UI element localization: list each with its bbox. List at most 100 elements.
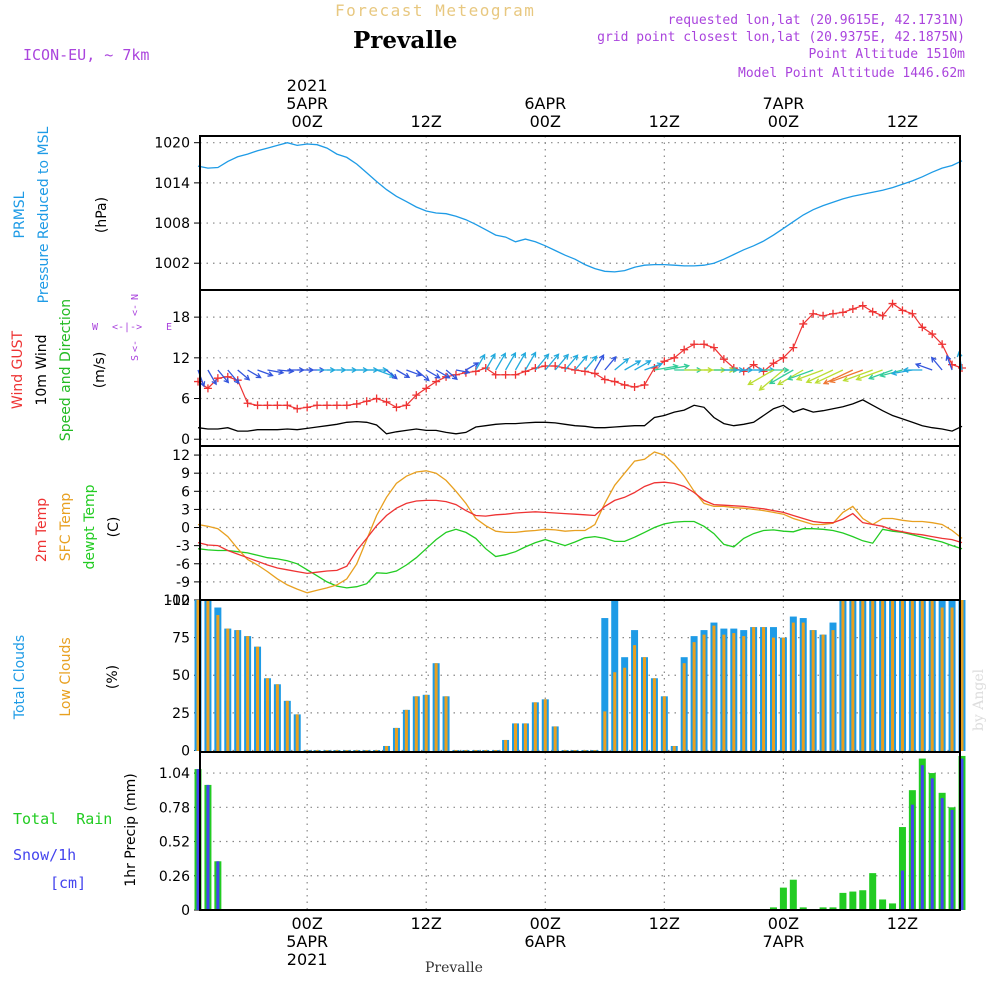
precip-ytick-label: 0.52 bbox=[159, 835, 190, 851]
low-cloud-bar bbox=[762, 627, 766, 751]
low-cloud-bar bbox=[365, 749, 369, 751]
bottom-axis-label: 00Z bbox=[530, 914, 561, 933]
clouds-unit: (%) bbox=[105, 665, 121, 689]
gust-marker bbox=[521, 367, 530, 376]
low-cloud-bar bbox=[851, 600, 855, 751]
dewpoint-line bbox=[197, 520, 963, 589]
gust-marker bbox=[670, 353, 679, 362]
rain-bar bbox=[829, 907, 837, 910]
low-cloud-bar bbox=[702, 634, 706, 751]
low-cloud-bar bbox=[573, 749, 577, 751]
bottom-axis-label: 12Z bbox=[411, 914, 442, 933]
rain-bar bbox=[898, 827, 906, 910]
compass-arrow-up: <- bbox=[130, 304, 141, 316]
gust-marker bbox=[640, 380, 649, 389]
temp-ytick-label: -3 bbox=[176, 539, 190, 555]
precip-ytick-label: 0.26 bbox=[159, 869, 190, 885]
gust-marker bbox=[481, 364, 490, 372]
low-cloud-bar bbox=[940, 607, 944, 751]
compass-rose: N <- W <-|-> E <- S bbox=[92, 294, 172, 361]
low-cloud-bar bbox=[444, 696, 448, 751]
gust-line bbox=[197, 302, 963, 410]
gust-marker bbox=[263, 401, 272, 410]
low-cloud-bar bbox=[613, 672, 617, 751]
wind-arrow bbox=[768, 369, 794, 385]
wind-arrow bbox=[425, 369, 441, 379]
low-cloud-bar bbox=[196, 600, 200, 751]
top-axis-label: 5APR bbox=[286, 94, 328, 113]
low-cloud-bar bbox=[752, 627, 756, 751]
low-cloud-bar bbox=[960, 600, 964, 751]
gust-marker bbox=[432, 377, 441, 386]
gust-marker bbox=[422, 384, 431, 393]
low-cloud-bar bbox=[355, 749, 359, 751]
snow-bar bbox=[960, 758, 964, 910]
low-cloud-bar bbox=[881, 600, 885, 751]
wind-arrow bbox=[914, 362, 933, 371]
temp-ytick-label: -12 bbox=[167, 593, 190, 609]
gust-marker bbox=[779, 353, 788, 362]
bottom-axis-label: 00Z bbox=[291, 914, 322, 933]
wind-frame bbox=[199, 289, 961, 447]
bottom-axis-label: 12Z bbox=[887, 914, 918, 933]
precip-axis-label: 1hr Precip (mm) bbox=[123, 773, 139, 886]
wind-arrow bbox=[624, 360, 642, 371]
cloud-labels: Total Clouds Low Clouds (%) bbox=[12, 635, 121, 720]
compass-east: E bbox=[166, 322, 172, 333]
wind-arrow bbox=[534, 353, 550, 371]
wind-arrow bbox=[644, 362, 664, 371]
low-cloud-bar bbox=[295, 714, 299, 751]
top-axis-label: 00Z bbox=[291, 112, 322, 131]
low-cloud-bar bbox=[682, 663, 686, 751]
low-cloud-bar bbox=[514, 723, 518, 751]
clouds-panel: 0 25 50 75 100 bbox=[163, 593, 966, 759]
low-cloud-bar bbox=[791, 622, 795, 751]
gust-marker bbox=[203, 384, 212, 393]
gust-marker bbox=[709, 343, 718, 352]
low-cloud-bar bbox=[226, 628, 230, 751]
bottom-axis-label: 7APR bbox=[762, 932, 804, 951]
pressure-unit: (hPa) bbox=[94, 197, 110, 233]
low-cloud-bar bbox=[315, 749, 319, 751]
wind-arrow bbox=[945, 354, 953, 371]
wind-arrow bbox=[902, 367, 923, 373]
wind-arrow bbox=[795, 369, 824, 381]
prmsl-label: PRMSL bbox=[12, 191, 28, 238]
low-cloud-bar bbox=[930, 600, 934, 751]
gust-marker bbox=[838, 308, 847, 317]
low-cloud-bar bbox=[484, 749, 488, 751]
low-cloud-bar bbox=[712, 625, 716, 751]
low-cloud-bar bbox=[256, 646, 260, 751]
rain-bar bbox=[879, 899, 887, 910]
low-cloud-bar bbox=[394, 727, 398, 751]
temp-ytick-label: 12 bbox=[172, 448, 190, 464]
wind-arrow bbox=[574, 354, 588, 371]
top-axis-label: 2021 bbox=[287, 76, 328, 95]
low-cloud-bar bbox=[494, 749, 498, 751]
wind10m-line bbox=[197, 399, 963, 435]
pressure-line bbox=[197, 142, 963, 273]
low-cloud-bar bbox=[385, 745, 389, 751]
gust-marker bbox=[749, 360, 758, 369]
wind-arrow bbox=[445, 369, 458, 381]
wind-arrow bbox=[805, 369, 834, 384]
bottom-axis-label: 00Z bbox=[768, 914, 799, 933]
low-cloud-bar bbox=[831, 630, 835, 751]
low-cloud-bar bbox=[345, 749, 349, 751]
low-cloud-bar bbox=[454, 749, 458, 751]
wind-arrow bbox=[415, 369, 430, 382]
wind-arrow bbox=[879, 369, 903, 378]
compass-north: N bbox=[130, 294, 141, 300]
wind-arrow bbox=[634, 360, 652, 371]
snow-unit-label: [cm] bbox=[50, 874, 86, 892]
pressure-frame bbox=[199, 135, 961, 291]
low-cloud-bar bbox=[672, 745, 676, 751]
gust-marker bbox=[898, 306, 907, 315]
low-cloud-bar bbox=[900, 600, 904, 751]
wind-arrow bbox=[227, 369, 240, 385]
rain-bar bbox=[869, 873, 877, 910]
wind-ytick-label: 12 bbox=[172, 351, 190, 367]
gridpoint-coordinates: grid point closest lon,lat (20.9375E, 42… bbox=[597, 30, 965, 45]
wind-arrow bbox=[777, 369, 804, 386]
